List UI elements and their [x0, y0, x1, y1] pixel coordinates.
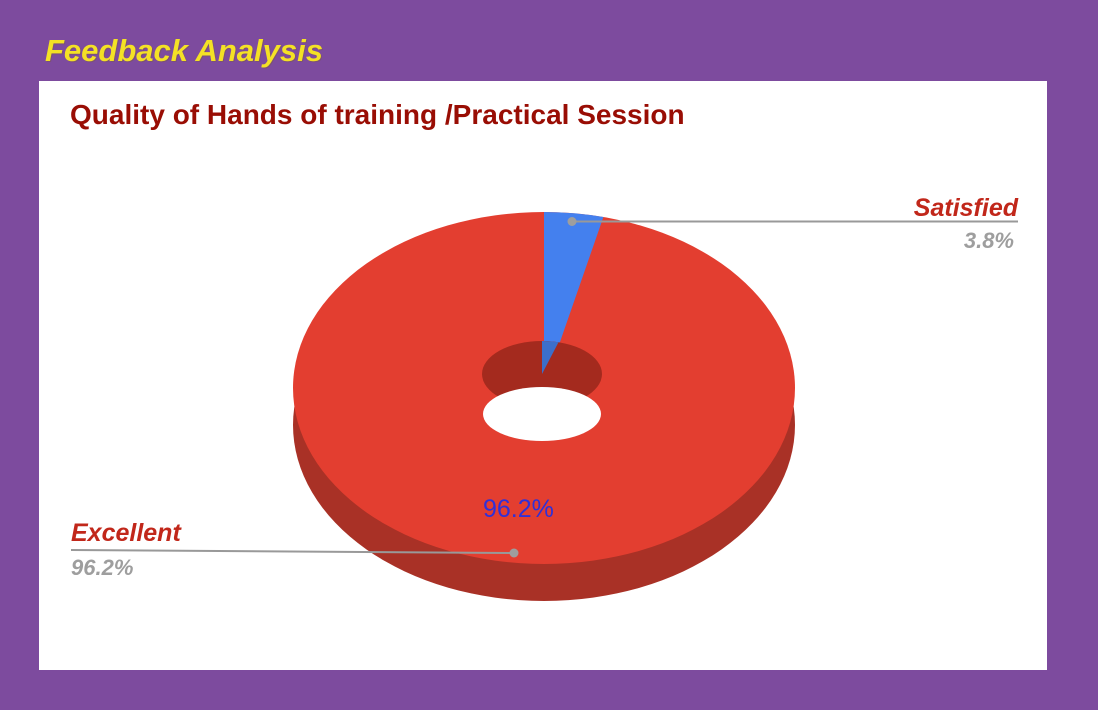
callout-label-excellent: Excellent: [71, 519, 181, 547]
callout-label-satisfied: Satisfied: [913, 194, 1018, 222]
slide-title: Feedback Analysis: [45, 33, 323, 68]
slice-percent-label: 96.2%: [483, 495, 554, 523]
callout-value-excellent: 96.2%: [71, 555, 134, 580]
chart-title: Quality of Hands of training /Practical …: [70, 99, 685, 130]
callout-value-satisfied: 3.8%: [963, 228, 1014, 253]
